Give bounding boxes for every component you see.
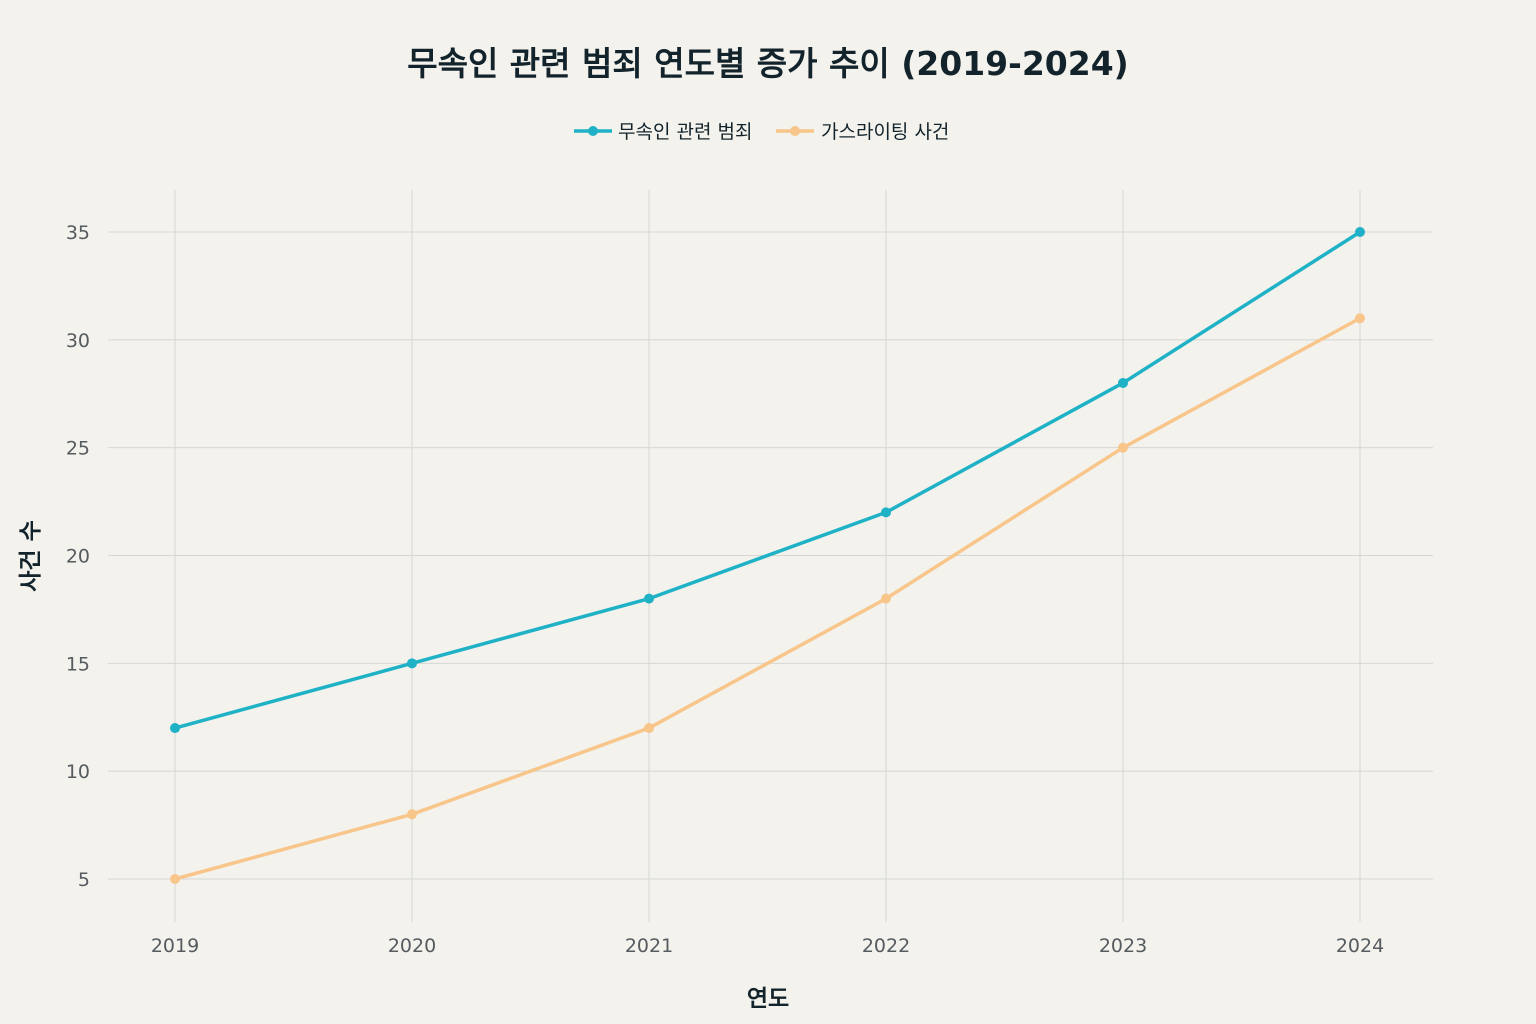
series-line: [173, 230, 1362, 730]
y-tick-label: 10: [66, 761, 90, 783]
y-tick-label: 35: [66, 222, 90, 244]
x-tick-label: 2019: [151, 935, 199, 957]
chart-title: 무속인 관련 범죄 연도별 증가 추이 (2019-2024): [407, 44, 1129, 83]
data-point: [881, 593, 891, 604]
legend-swatch-marker: [588, 126, 598, 136]
x-axis-ticks: 2019 2020 2021 2022 2023 2024: [151, 935, 1384, 957]
y-tick-label: 15: [66, 653, 90, 675]
data-point: [644, 593, 654, 604]
data-point: [1355, 227, 1365, 237]
series-line: [173, 316, 1362, 881]
data-point: [407, 809, 417, 820]
y-tick-label: 20: [66, 546, 90, 568]
legend-swatch-marker: [790, 126, 800, 136]
legend: 무속인 관련 범죄 가스라이팅 사건: [574, 121, 949, 143]
series-1: [170, 227, 1365, 734]
x-tick-label: 2020: [388, 935, 436, 957]
x-tick-label: 2021: [625, 935, 673, 957]
y-tick-label: 30: [66, 330, 90, 352]
data-point: [1355, 313, 1365, 324]
legend-label: 무속인 관련 범죄: [618, 121, 752, 143]
legend-label: 가스라이팅 사건: [821, 121, 949, 143]
x-tick-label: 2024: [1336, 935, 1384, 957]
y-axis-ticks: 5 10 15 20 25 30 35: [66, 222, 90, 891]
x-axis-title: 연도: [747, 986, 789, 1012]
series-2: [170, 313, 1365, 884]
y-tick-label: 5: [78, 869, 90, 891]
data-point: [170, 723, 180, 734]
x-tick-label: 2023: [1099, 935, 1147, 957]
data-point: [644, 723, 654, 734]
data-point: [170, 874, 180, 884]
legend-item-1: 무속인 관련 범죄: [574, 121, 752, 143]
y-tick-label: 25: [66, 438, 90, 460]
data-point: [407, 658, 417, 669]
data-point: [881, 507, 891, 518]
legend-item-2: 가스라이팅 사건: [776, 121, 949, 143]
series-layer: [170, 227, 1365, 884]
data-point: [1118, 377, 1128, 388]
x-tick-label: 2022: [862, 935, 910, 957]
y-axis-title: 사건 수: [18, 520, 44, 592]
data-point: [1118, 442, 1128, 453]
